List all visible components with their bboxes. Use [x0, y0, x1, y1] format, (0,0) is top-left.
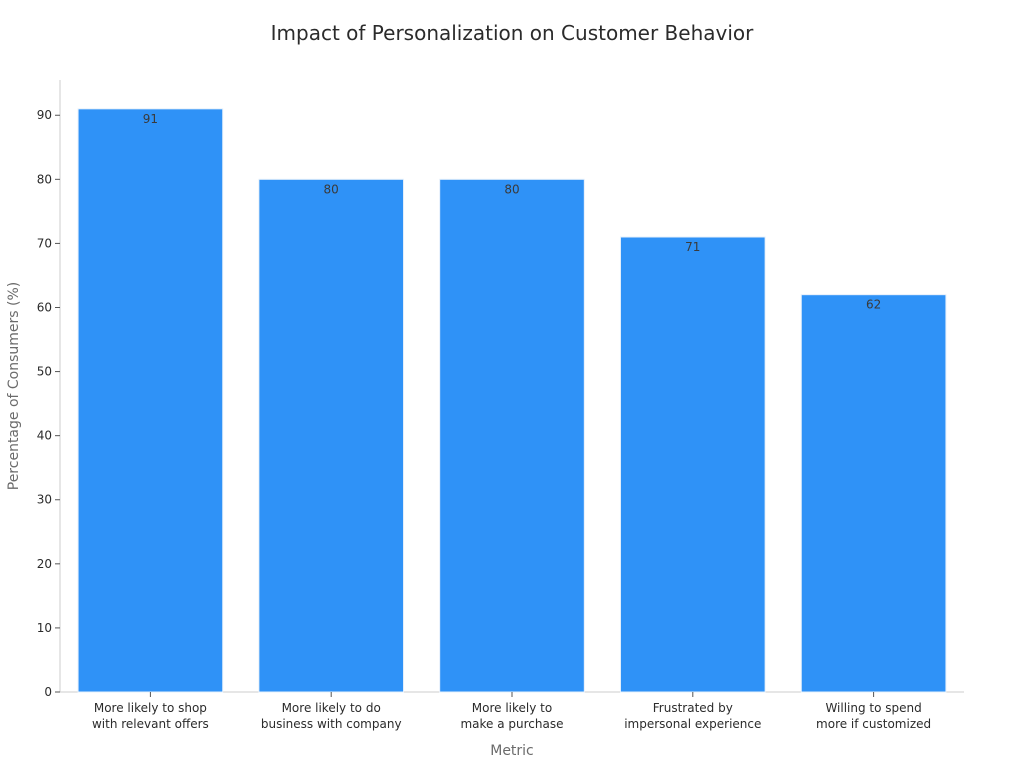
x-tick-label: More likely to make a purchase: [460, 701, 563, 731]
chart-title: Impact of Personalization on Customer Be…: [271, 21, 755, 45]
y-tick-label: 60: [37, 300, 52, 314]
y-tick-label: 30: [37, 493, 52, 507]
x-tick-label: More likely to shop with relevant offers: [92, 701, 209, 731]
x-tick-label: Willing to spend more if customized: [816, 701, 931, 731]
x-tick-label: Frustrated by impersonal experience: [624, 701, 761, 731]
y-tick-label: 40: [37, 429, 52, 443]
x-tick-label-line: More likely to: [472, 701, 552, 715]
y-tick-label: 0: [44, 685, 52, 699]
y-tick-label: 90: [37, 108, 52, 122]
plot-area: 0 10 20 30 40 50 60 70 80 90 91 More likely to shop…: [37, 80, 964, 731]
bar: [619, 236, 766, 693]
x-axis-label: Metric: [490, 743, 534, 759]
x-tick-label-line: Frustrated by: [653, 701, 733, 715]
bar-value-label: 71: [685, 240, 700, 254]
bar-value-label: 80: [324, 182, 339, 196]
x-tick-label-line: More likely to do: [282, 701, 381, 715]
x-tick-label: More likely to do business with company: [261, 701, 402, 731]
y-tick-label: 10: [37, 621, 52, 635]
x-tick-label-line: impersonal experience: [624, 717, 761, 731]
bar: [800, 294, 947, 693]
bar-value-label: 62: [866, 298, 881, 312]
y-tick-label: 70: [37, 236, 52, 250]
x-tick-label-line: with relevant offers: [92, 717, 209, 731]
x-tick-label-line: more if customized: [816, 717, 931, 731]
y-tick-label: 80: [37, 172, 52, 186]
y-axis-label: Percentage of Consumers (%): [6, 282, 22, 491]
bar: [77, 108, 224, 693]
y-tick-label: 50: [37, 365, 52, 379]
bar-value-label: 91: [143, 112, 158, 126]
x-tick-label-line: Willing to spend: [825, 701, 921, 715]
bar: [258, 178, 405, 693]
x-tick-label-line: More likely to shop: [94, 701, 207, 715]
bar-value-label: 80: [504, 182, 519, 196]
x-tick-label-line: make a purchase: [460, 717, 563, 731]
x-tick-label-line: business with company: [261, 717, 402, 731]
bar: [439, 178, 585, 693]
y-tick-label: 20: [37, 557, 52, 571]
